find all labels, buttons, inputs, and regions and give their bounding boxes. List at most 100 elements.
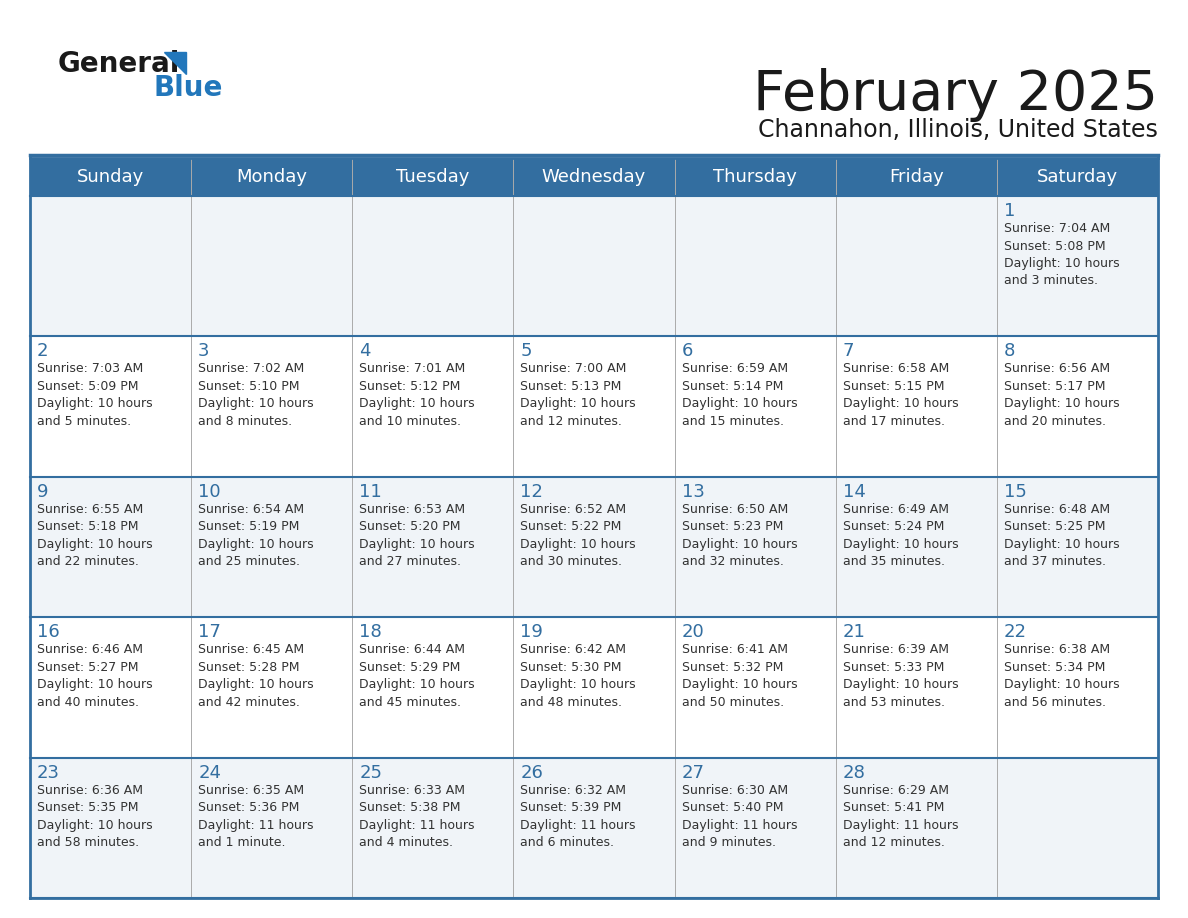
Text: 13: 13	[682, 483, 704, 501]
Bar	[191, 336, 353, 476]
Text: 8: 8	[1004, 342, 1016, 361]
Text: Blue: Blue	[153, 74, 222, 102]
Bar	[513, 196, 675, 336]
Text: Sunrise: 7:02 AM
Sunset: 5:10 PM
Daylight: 10 hours
and 8 minutes.: Sunrise: 7:02 AM Sunset: 5:10 PM Dayligh…	[198, 363, 314, 428]
Text: Channahon, Illinois, United States: Channahon, Illinois, United States	[758, 118, 1158, 142]
Text: Tuesday: Tuesday	[396, 168, 469, 186]
Text: Sunrise: 6:30 AM
Sunset: 5:40 PM
Daylight: 11 hours
and 9 minutes.: Sunrise: 6:30 AM Sunset: 5:40 PM Dayligh…	[682, 784, 797, 849]
Bar	[191, 196, 353, 336]
Bar	[513, 476, 675, 617]
Text: Sunrise: 6:42 AM
Sunset: 5:30 PM
Daylight: 10 hours
and 48 minutes.: Sunrise: 6:42 AM Sunset: 5:30 PM Dayligh…	[520, 644, 636, 709]
Bar	[353, 476, 513, 617]
Text: Sunrise: 7:00 AM
Sunset: 5:13 PM
Daylight: 10 hours
and 12 minutes.: Sunrise: 7:00 AM Sunset: 5:13 PM Dayligh…	[520, 363, 636, 428]
Bar	[353, 757, 513, 898]
Text: Sunrise: 6:38 AM
Sunset: 5:34 PM
Daylight: 10 hours
and 56 minutes.: Sunrise: 6:38 AM Sunset: 5:34 PM Dayligh…	[1004, 644, 1119, 709]
Text: 23: 23	[37, 764, 61, 781]
Text: Sunrise: 6:39 AM
Sunset: 5:33 PM
Daylight: 10 hours
and 53 minutes.: Sunrise: 6:39 AM Sunset: 5:33 PM Dayligh…	[842, 644, 959, 709]
Text: 24: 24	[198, 764, 221, 781]
Text: 1: 1	[1004, 202, 1016, 220]
Text: Sunrise: 6:33 AM
Sunset: 5:38 PM
Daylight: 11 hours
and 4 minutes.: Sunrise: 6:33 AM Sunset: 5:38 PM Dayligh…	[359, 784, 475, 849]
Polygon shape	[164, 52, 187, 74]
Bar	[353, 617, 513, 757]
Text: Sunrise: 6:52 AM
Sunset: 5:22 PM
Daylight: 10 hours
and 30 minutes.: Sunrise: 6:52 AM Sunset: 5:22 PM Dayligh…	[520, 503, 636, 568]
Text: Sunrise: 7:04 AM
Sunset: 5:08 PM
Daylight: 10 hours
and 3 minutes.: Sunrise: 7:04 AM Sunset: 5:08 PM Dayligh…	[1004, 222, 1119, 287]
Text: 16: 16	[37, 623, 59, 641]
Bar	[513, 617, 675, 757]
Bar	[191, 476, 353, 617]
Text: Sunrise: 7:01 AM
Sunset: 5:12 PM
Daylight: 10 hours
and 10 minutes.: Sunrise: 7:01 AM Sunset: 5:12 PM Dayligh…	[359, 363, 475, 428]
Bar	[835, 476, 997, 617]
Bar	[353, 196, 513, 336]
Text: Sunrise: 6:50 AM
Sunset: 5:23 PM
Daylight: 10 hours
and 32 minutes.: Sunrise: 6:50 AM Sunset: 5:23 PM Dayligh…	[682, 503, 797, 568]
Bar	[675, 617, 835, 757]
Text: 20: 20	[682, 623, 704, 641]
Bar	[675, 196, 835, 336]
Bar	[191, 617, 353, 757]
Text: 2: 2	[37, 342, 49, 361]
Text: Monday: Monday	[236, 168, 308, 186]
Text: Wednesday: Wednesday	[542, 168, 646, 186]
Text: General: General	[58, 50, 181, 78]
Text: Sunrise: 6:58 AM
Sunset: 5:15 PM
Daylight: 10 hours
and 17 minutes.: Sunrise: 6:58 AM Sunset: 5:15 PM Dayligh…	[842, 363, 959, 428]
Bar	[675, 757, 835, 898]
Bar	[835, 617, 997, 757]
Text: Sunrise: 6:44 AM
Sunset: 5:29 PM
Daylight: 10 hours
and 45 minutes.: Sunrise: 6:44 AM Sunset: 5:29 PM Dayligh…	[359, 644, 475, 709]
Text: 26: 26	[520, 764, 543, 781]
Bar	[835, 757, 997, 898]
Bar	[997, 196, 1158, 336]
Text: Sunrise: 6:35 AM
Sunset: 5:36 PM
Daylight: 11 hours
and 1 minute.: Sunrise: 6:35 AM Sunset: 5:36 PM Dayligh…	[198, 784, 314, 849]
Text: Sunrise: 6:32 AM
Sunset: 5:39 PM
Daylight: 11 hours
and 6 minutes.: Sunrise: 6:32 AM Sunset: 5:39 PM Dayligh…	[520, 784, 636, 849]
Bar	[997, 617, 1158, 757]
Text: Friday: Friday	[889, 168, 943, 186]
Text: 3: 3	[198, 342, 209, 361]
Bar	[30, 196, 191, 336]
Text: 22: 22	[1004, 623, 1026, 641]
Text: Sunrise: 6:53 AM
Sunset: 5:20 PM
Daylight: 10 hours
and 27 minutes.: Sunrise: 6:53 AM Sunset: 5:20 PM Dayligh…	[359, 503, 475, 568]
Text: 12: 12	[520, 483, 543, 501]
Text: 11: 11	[359, 483, 383, 501]
Bar	[675, 336, 835, 476]
Bar	[30, 617, 191, 757]
Text: Sunrise: 6:54 AM
Sunset: 5:19 PM
Daylight: 10 hours
and 25 minutes.: Sunrise: 6:54 AM Sunset: 5:19 PM Dayligh…	[198, 503, 314, 568]
Text: Sunrise: 6:55 AM
Sunset: 5:18 PM
Daylight: 10 hours
and 22 minutes.: Sunrise: 6:55 AM Sunset: 5:18 PM Dayligh…	[37, 503, 152, 568]
Text: Sunrise: 6:45 AM
Sunset: 5:28 PM
Daylight: 10 hours
and 42 minutes.: Sunrise: 6:45 AM Sunset: 5:28 PM Dayligh…	[198, 644, 314, 709]
Text: Sunrise: 6:41 AM
Sunset: 5:32 PM
Daylight: 10 hours
and 50 minutes.: Sunrise: 6:41 AM Sunset: 5:32 PM Dayligh…	[682, 644, 797, 709]
Bar	[513, 336, 675, 476]
Text: February 2025: February 2025	[753, 68, 1158, 122]
Bar	[675, 476, 835, 617]
Text: Sunrise: 6:29 AM
Sunset: 5:41 PM
Daylight: 11 hours
and 12 minutes.: Sunrise: 6:29 AM Sunset: 5:41 PM Dayligh…	[842, 784, 959, 849]
Bar	[30, 757, 191, 898]
Text: Sunday: Sunday	[77, 168, 144, 186]
Text: Saturday: Saturday	[1037, 168, 1118, 186]
Bar	[835, 336, 997, 476]
Text: Sunrise: 7:03 AM
Sunset: 5:09 PM
Daylight: 10 hours
and 5 minutes.: Sunrise: 7:03 AM Sunset: 5:09 PM Dayligh…	[37, 363, 152, 428]
Bar	[30, 336, 191, 476]
Text: 4: 4	[359, 342, 371, 361]
Text: 17: 17	[198, 623, 221, 641]
Text: Sunrise: 6:48 AM
Sunset: 5:25 PM
Daylight: 10 hours
and 37 minutes.: Sunrise: 6:48 AM Sunset: 5:25 PM Dayligh…	[1004, 503, 1119, 568]
Text: 15: 15	[1004, 483, 1026, 501]
Text: Sunrise: 6:36 AM
Sunset: 5:35 PM
Daylight: 10 hours
and 58 minutes.: Sunrise: 6:36 AM Sunset: 5:35 PM Dayligh…	[37, 784, 152, 849]
Text: 19: 19	[520, 623, 543, 641]
Bar	[30, 476, 191, 617]
Bar	[30, 158, 1158, 196]
Text: Sunrise: 6:49 AM
Sunset: 5:24 PM
Daylight: 10 hours
and 35 minutes.: Sunrise: 6:49 AM Sunset: 5:24 PM Dayligh…	[842, 503, 959, 568]
Text: Sunrise: 6:59 AM
Sunset: 5:14 PM
Daylight: 10 hours
and 15 minutes.: Sunrise: 6:59 AM Sunset: 5:14 PM Dayligh…	[682, 363, 797, 428]
Bar	[997, 336, 1158, 476]
Text: Sunrise: 6:46 AM
Sunset: 5:27 PM
Daylight: 10 hours
and 40 minutes.: Sunrise: 6:46 AM Sunset: 5:27 PM Dayligh…	[37, 644, 152, 709]
Text: 5: 5	[520, 342, 532, 361]
Text: Thursday: Thursday	[713, 168, 797, 186]
Bar	[835, 196, 997, 336]
Bar	[997, 476, 1158, 617]
Text: 6: 6	[682, 342, 693, 361]
Bar	[353, 336, 513, 476]
Text: Sunrise: 6:56 AM
Sunset: 5:17 PM
Daylight: 10 hours
and 20 minutes.: Sunrise: 6:56 AM Sunset: 5:17 PM Dayligh…	[1004, 363, 1119, 428]
Text: 7: 7	[842, 342, 854, 361]
Text: 18: 18	[359, 623, 383, 641]
Bar	[997, 757, 1158, 898]
Text: 14: 14	[842, 483, 866, 501]
Text: 9: 9	[37, 483, 49, 501]
Bar	[191, 757, 353, 898]
Text: 27: 27	[682, 764, 704, 781]
Text: 28: 28	[842, 764, 866, 781]
